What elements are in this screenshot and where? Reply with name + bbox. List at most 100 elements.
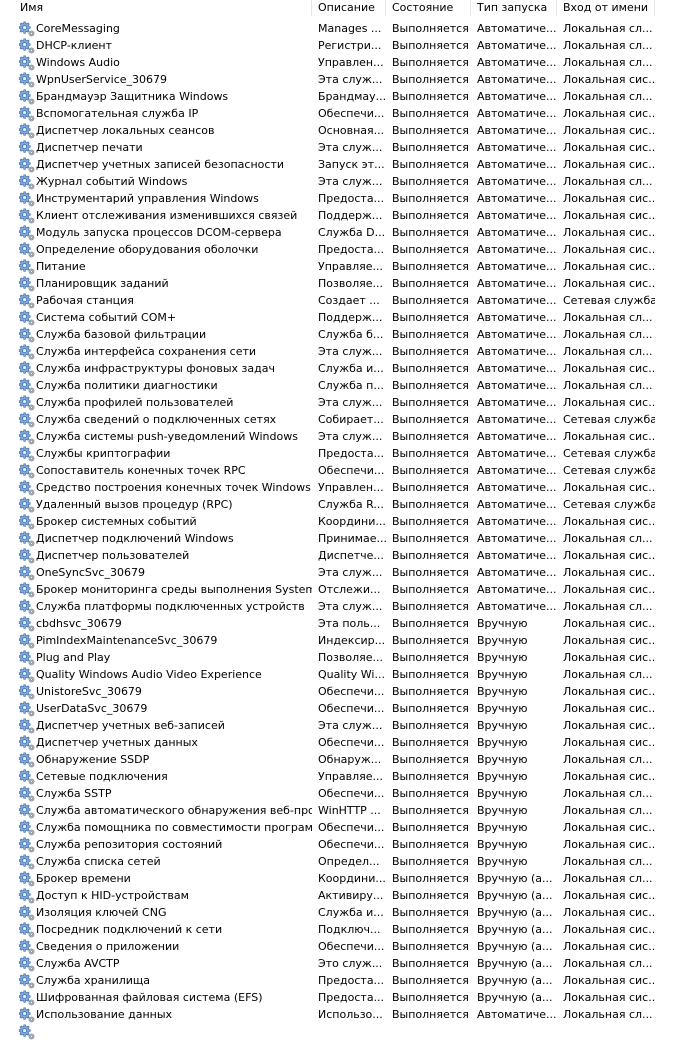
service-name: Служба интерфейса сохранения сети [36,345,257,358]
service-log-on-as: Сетевая служба [563,447,655,460]
service-description: Обеспечи... [318,107,385,120]
service-row[interactable]: cbdhsvc_30679 Эта поль... Выполняется Вручн… [0,615,685,632]
service-row[interactable]: Службы криптографии Предоста... Выполняетс… [0,445,685,462]
service-description: Обеспечи... [318,940,385,953]
service-row[interactable]: Диспетчер учетных данных Обеспечи... Выпол… [0,734,685,751]
service-description: Использо... [318,1008,383,1021]
service-row[interactable]: Служба репозитория состояний Обеспечи... В… [0,836,685,853]
service-row[interactable]: Служба системы push-уведомлений Windows Э… [0,428,685,445]
column-header-status[interactable]: Состояние [386,0,471,16]
service-row[interactable]: Служба SSTP Обеспечи... Выполняется Вручную… [0,785,685,802]
service-row[interactable]: Диспетчер учетных веб-записей Эта служ...… [0,717,685,734]
service-row[interactable]: CoreMessaging Manages ... Выполняется Автом… [0,20,685,37]
service-gear-icon [18,480,35,496]
service-status: Выполняется [392,855,469,868]
service-row[interactable]: Рабочая станция Создает ... Выполняется Авт… [0,292,685,309]
service-row[interactable]: Служба автоматического обнаружения веб-п… [0,802,685,819]
service-row[interactable]: PimIndexMaintenanceSvc_30679 Индексир... В… [0,632,685,649]
service-startup-type: Автоматиче... [477,328,557,341]
service-row[interactable]: Доступ к HID-устройствам Активиру... Выпол… [0,887,685,904]
service-row[interactable]: Журнал событий Windows Эта служ... Выполня… [0,173,685,190]
service-row[interactable]: Диспетчер подключений Windows Принимае...… [0,530,685,547]
service-row[interactable]: Инструментарий управления Windows Предост… [0,190,685,207]
service-row[interactable]: DHCP-клиент Регистри... Выполняется Автомат… [0,37,685,54]
service-row[interactable]: UserDataSvc_30679 Обеспечи... Выполняется В… [0,700,685,717]
service-row[interactable]: Служба помощника по совместимости програ… [0,819,685,836]
service-row[interactable]: Служба платформы подключенных устройств Э… [0,598,685,615]
services-list: CoreMessaging Manages ... Выполняется Автом… [0,20,685,1040]
service-name: Модуль запуска процессов DCOM-сервера [36,226,282,239]
service-row[interactable]: Диспетчер локальных сеансов Основная... Вы… [0,122,685,139]
service-gear-icon [18,1007,35,1023]
service-name: Диспетчер учетных данных [36,736,198,749]
service-row[interactable]: Windows Audio Управлен... Выполняется Автом… [0,54,685,71]
service-row[interactable]: Брокер системных событий Координи... Выпол… [0,513,685,530]
service-row[interactable]: WpnUserService_30679 Эта служ... Выполняет… [0,71,685,88]
service-row[interactable]: Посредник подключений к сети Подключ... Вы… [0,921,685,938]
service-row[interactable]: Служба интерфейса сохранения сети Эта слу… [0,343,685,360]
service-name: OneSyncSvc_30679 [36,566,145,579]
service-row[interactable]: OneSyncSvc_30679 Эта служ... Выполняется Ав… [0,564,685,581]
column-header-description[interactable]: Описание [312,0,386,16]
service-status: Выполняется [392,549,469,562]
service-row[interactable]: Сетевые подключения Управляе... Выполняетс… [0,768,685,785]
column-header-name[interactable]: Имя [14,0,312,16]
service-status: Выполняется [392,838,469,851]
service-row[interactable]: Служба AVCTP Это служ... Выполняется Вручну… [0,955,685,972]
service-gear-icon [18,616,35,632]
service-name: Службы криптографии [36,447,171,460]
service-row[interactable]: Диспетчер учетных записей безопасности За… [0,156,685,173]
service-row[interactable]: Брокер времени Координи... Выполняется Вруч… [0,870,685,887]
service-description: Предоста... [318,243,385,256]
service-status: Выполняется [392,141,469,154]
service-row[interactable]: Диспетчер печати Эта служ... Выполняется Ав… [0,139,685,156]
service-log-on-as: Локальная сис... [563,940,655,953]
service-row[interactable]: Система событий COM+ Поддерж... Выполняетс… [0,309,685,326]
service-name: Средство построения конечных точек Windo… [36,481,312,494]
service-row[interactable]: Шифрованная файловая система (EFS) Предос… [0,989,685,1006]
service-row[interactable]: Plug and Play Позволяе... Выполняется Вручн… [0,649,685,666]
service-row[interactable]: Изоляция ключей CNG Служба и... Выполняетс… [0,904,685,921]
service-log-on-as: Локальная сис... [563,923,655,936]
service-row[interactable]: UnistoreSvc_30679 Обеспечи... Выполняется В… [0,683,685,700]
service-row[interactable]: Удаленный вызов процедур (RPC) Служба R..… [0,496,685,513]
service-row[interactable]: Планировщик заданий Позволяе... Выполняетс… [0,275,685,292]
service-gear-icon [18,820,35,836]
service-row[interactable]: Служба базовой фильтрации Служба б... Выпо… [0,326,685,343]
service-log-on-as: Локальная сис... [563,277,655,290]
service-description: Это служ... [318,957,383,970]
service-row[interactable]: Средство построения конечных точек Windo… [0,479,685,496]
service-row[interactable]: Брандмауэр Защитника Windows Брандмау... В… [0,88,685,105]
service-status: Выполняется [392,192,469,205]
service-description: WinHTTP ... [318,804,381,817]
service-row[interactable]: Использование данных Использо... Выполняет… [0,1006,685,1023]
service-startup-type: Автоматиче... [477,600,557,613]
service-row[interactable]: Вспомогательная служба IP Обеспечи... Выпо… [0,105,685,122]
column-header-startup-type[interactable]: Тип запуска [471,0,557,16]
service-row[interactable]: Служба политики диагностики Служба п... Вы… [0,377,685,394]
service-row[interactable]: Служба профилей пользователей Эта служ...… [0,394,685,411]
service-gear-icon [18,89,35,105]
service-startup-type: Автоматиче... [477,192,557,205]
service-row[interactable]: Модуль запуска процессов DCOM-сервера Слу… [0,224,685,241]
service-row[interactable]: Служба сведений о подключенных сетях Соби… [0,411,685,428]
column-header-log-on-as[interactable]: Вход от имени [557,0,655,16]
service-gear-icon [18,939,35,955]
service-row[interactable]: Диспетчер пользователей Диспетче... Выполн… [0,547,685,564]
service-row[interactable]: Брокер мониторинга среды выполнения Syst… [0,581,685,598]
service-description: Предоста... [318,991,385,1004]
service-row[interactable]: Сопоставитель конечных точек RPC Обеспечи… [0,462,685,479]
service-row[interactable]: Питание Управляе... Выполняется Автоматиче.… [0,258,685,275]
service-row[interactable]: Сведения о приложении Обеспечи... Выполняе… [0,938,685,955]
service-row[interactable]: Служба хранилища Предоста... Выполняется Вр… [0,972,685,989]
service-row[interactable]: Клиент отслеживания изменившихся связей П… [0,207,685,224]
service-row[interactable]: Quality Windows Audio Video Experience Qu… [0,666,685,683]
service-status: Выполняется [392,379,469,392]
service-row[interactable]: Определение оборудования оболочки Предост… [0,241,685,258]
service-row[interactable]: Служба списка сетей Определ... Выполняется… [0,853,685,870]
service-row[interactable]: Служба инфраструктуры фоновых задач Служб… [0,360,685,377]
service-row[interactable]: Обнаружение SSDP Обнаруж... Выполняется Вру… [0,751,685,768]
service-log-on-as: Локальная сис... [563,396,655,409]
service-gear-icon [18,310,35,326]
service-gear-icon [18,429,35,445]
